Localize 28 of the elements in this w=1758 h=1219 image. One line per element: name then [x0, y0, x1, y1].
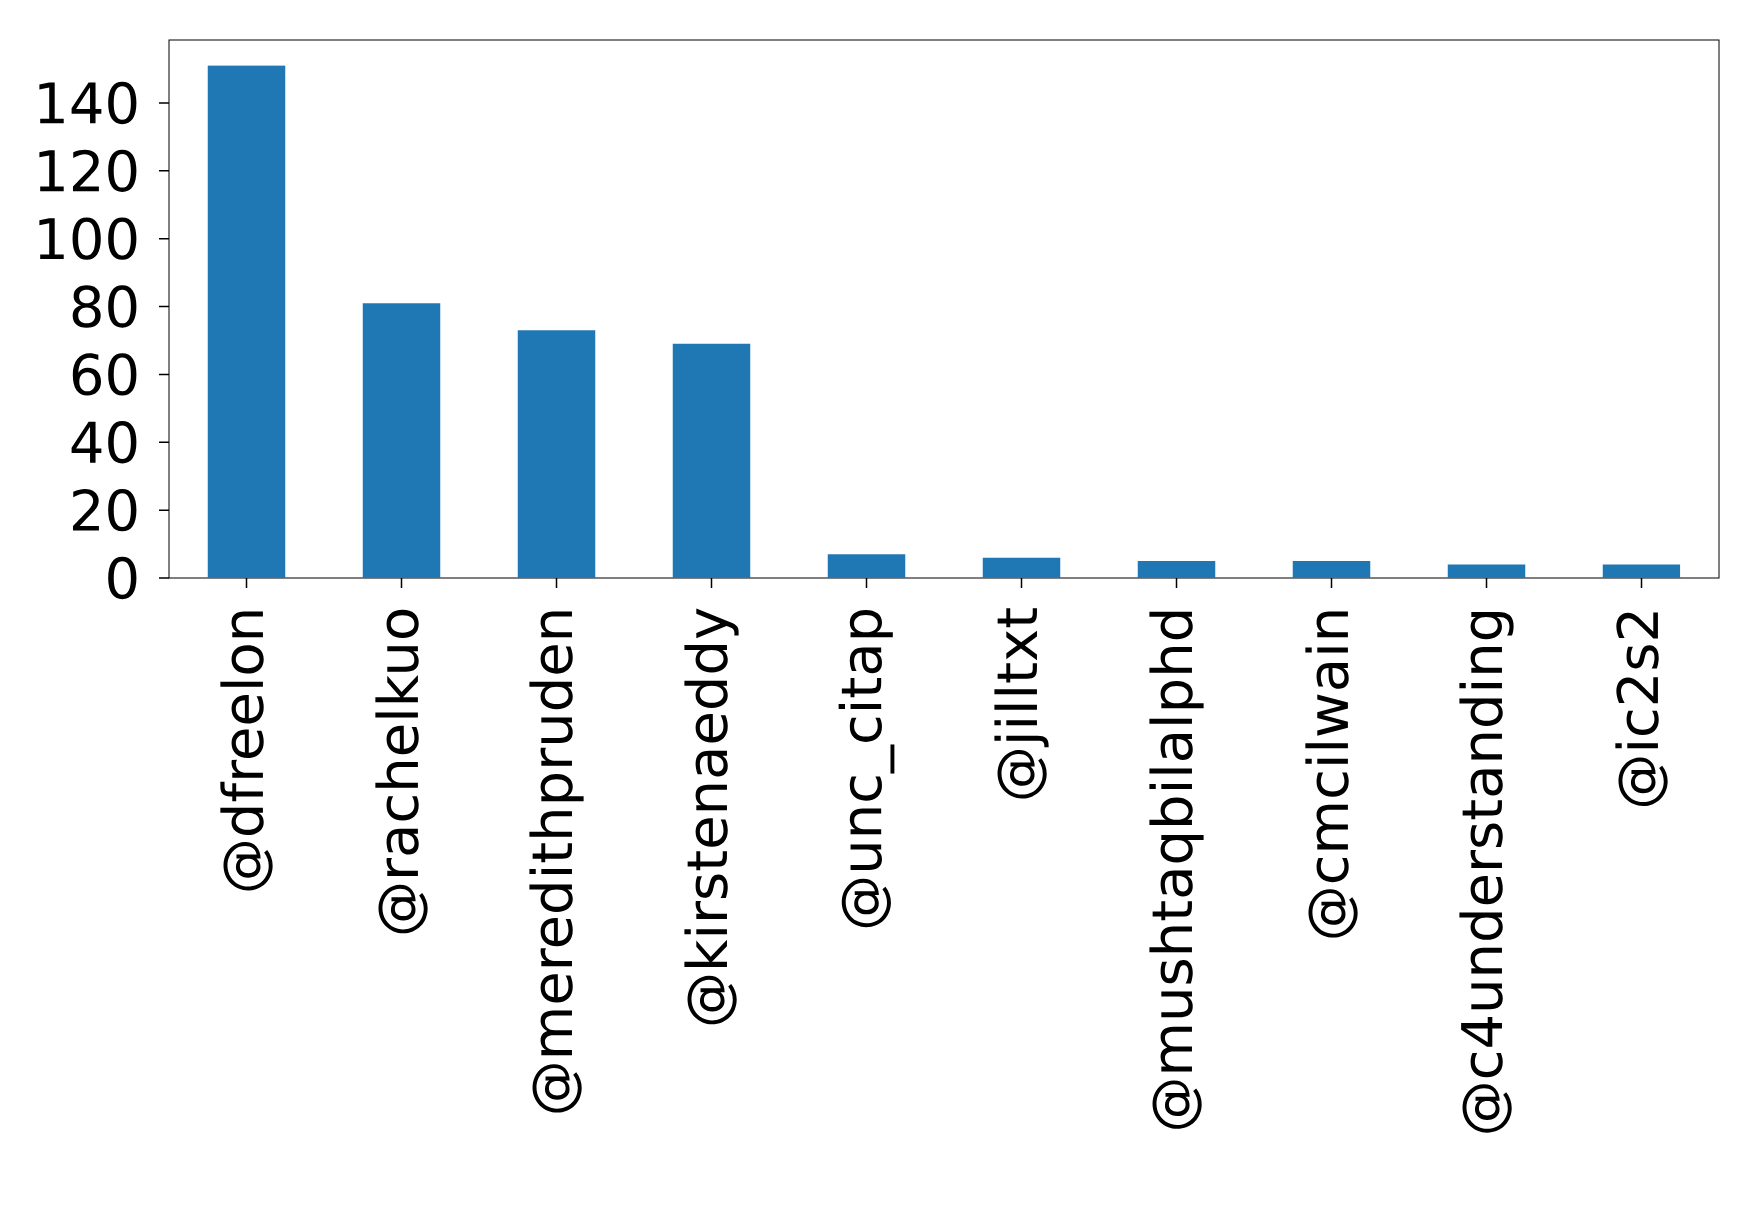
x-tick-label: @c4understanding — [1459, 611, 1514, 1133]
y-tick-label: 60 — [72, 353, 137, 396]
bar — [517, 330, 596, 578]
bar — [207, 65, 286, 578]
bar — [1602, 564, 1681, 578]
bar — [827, 554, 906, 578]
bar — [982, 557, 1061, 578]
bar — [1447, 564, 1526, 578]
y-tick-label: 0 — [108, 556, 137, 600]
y-tick-label: 140 — [39, 81, 137, 125]
y-tick-label: 40 — [71, 421, 137, 464]
bar — [362, 303, 441, 578]
y-tick-label: 20 — [72, 488, 137, 532]
bar — [1292, 561, 1371, 578]
x-tick-label: @rachelkuo — [375, 609, 428, 934]
y-tick-label: 80 — [72, 285, 137, 328]
x-tick-label: @meredithpruden — [529, 611, 584, 1113]
bar — [672, 343, 751, 578]
x-tick-label: @unc_citap — [838, 609, 895, 928]
x-tick-label: @dfreelon — [220, 611, 273, 891]
y-tick-label: 100 — [39, 217, 137, 260]
x-tick-label: @mushtaqbilalphd — [1149, 611, 1204, 1129]
x-tick-label: @ic2s2 — [1615, 612, 1668, 806]
x-tick-label: @jilltxt — [994, 608, 1049, 799]
x-tick-label: @kirstenaeddy — [684, 608, 739, 1025]
x-tick-label: @cmcilwain — [1305, 611, 1358, 938]
bar — [1137, 561, 1216, 578]
y-tick-label: 120 — [39, 149, 137, 192]
